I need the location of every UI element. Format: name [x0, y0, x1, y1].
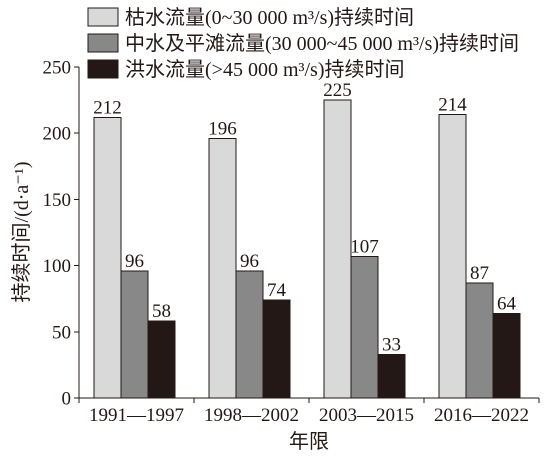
data-label-low-flow-2: 196 [208, 118, 237, 139]
data-label-medium-flow-4: 87 [470, 263, 489, 284]
bar-flood-flow-4 [492, 312, 521, 399]
plot-area: 212 96 58 1991—1997 196 96 74 1998—2002 225 107 33… [43, 58, 540, 426]
bar-medium-flow-4 [465, 282, 494, 399]
data-label-low-flow-1: 212 [93, 97, 122, 118]
data-label-medium-flow-3: 107 [350, 236, 379, 257]
data-label-low-flow-3: 225 [323, 80, 352, 101]
bar-flood-flow-1 [147, 320, 176, 399]
data-label-low-flow-4: 214 [438, 95, 467, 116]
data-label-flood-flow-2: 74 [267, 280, 287, 301]
legend-item-flood-flow: 洪水流量(>45 000 m³/s)持续时间 [87, 58, 405, 81]
data-label-medium-flow-1: 96 [125, 251, 144, 272]
bar-low-flow-2 [208, 137, 237, 399]
y-axis-title: 持续时间/(d·a⁻¹) [10, 162, 33, 303]
bar-medium-flow-3 [350, 255, 379, 399]
bar-low-flow-1 [93, 116, 122, 399]
bar-flood-flow-3 [377, 353, 406, 399]
y-tick-label: 100 [43, 256, 72, 277]
data-label-flood-flow-3: 33 [382, 334, 401, 355]
y-tick-label: 50 [52, 322, 71, 343]
data-label-flood-flow-4: 64 [497, 293, 517, 314]
legend-label-low-flow: 枯水流量(0~30 000 m³/s)持续时间 [125, 6, 414, 29]
legend-label-medium-flow: 中水及平滩流量(30 000~45 000 m³/s)持续时间 [125, 32, 519, 55]
legend-swatch-low-flow [87, 7, 119, 27]
legend-label-flood-flow: 洪水流量(>45 000 m³/s)持续时间 [125, 58, 405, 81]
y-tick-label: 200 [43, 124, 72, 145]
bar-low-flow-3 [323, 99, 352, 399]
y-tick-label: 250 [43, 58, 72, 79]
bar-medium-flow-2 [235, 270, 264, 399]
data-label-flood-flow-1: 58 [152, 301, 171, 322]
legend: 枯水流量(0~30 000 m³/s)持续时间 中水及平滩流量(30 000~4… [87, 6, 519, 81]
x-tick-label: 2016—2022 [434, 405, 529, 426]
data-label-medium-flow-2: 96 [240, 251, 259, 272]
legend-swatch-flood-flow [87, 59, 119, 79]
bar-low-flow-4 [438, 114, 467, 399]
y-tick-label: 0 [62, 389, 72, 410]
x-axis-title: 年限 [289, 430, 329, 453]
x-tick-label: 2003—2015 [319, 405, 414, 426]
x-tick-label: 1998—2002 [204, 405, 299, 426]
legend-item-low-flow: 枯水流量(0~30 000 m³/s)持续时间 [87, 6, 414, 29]
legend-swatch-medium-flow [87, 33, 119, 53]
y-tick-label: 150 [43, 190, 72, 211]
x-tick-label: 1991—1997 [89, 405, 184, 426]
bar-flood-flow-2 [262, 299, 291, 399]
legend-item-medium-flow: 中水及平滩流量(30 000~45 000 m³/s)持续时间 [87, 32, 519, 55]
bar-medium-flow-1 [120, 270, 149, 399]
